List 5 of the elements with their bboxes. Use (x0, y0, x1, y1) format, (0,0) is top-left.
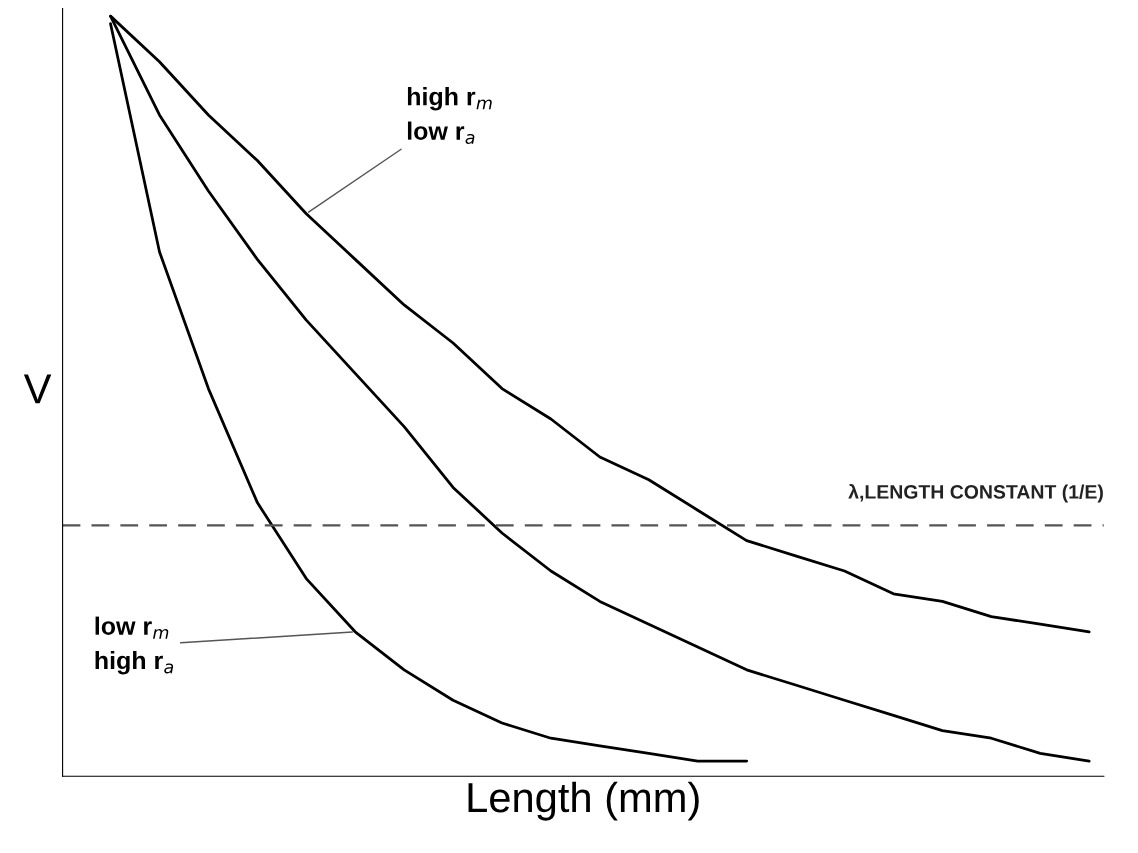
annotation: low r$_{m}$ high r$_{a}$ (95, 616, 174, 675)
annotation: high r$_{m}$ low r$_{a}$ (407, 87, 492, 144)
y-axis-title: V (23, 374, 52, 404)
ref-line-label: λ,LENGTH CONSTANT (1/E) (848, 483, 1103, 503)
x-axis-title: Length (mm) (468, 781, 699, 821)
